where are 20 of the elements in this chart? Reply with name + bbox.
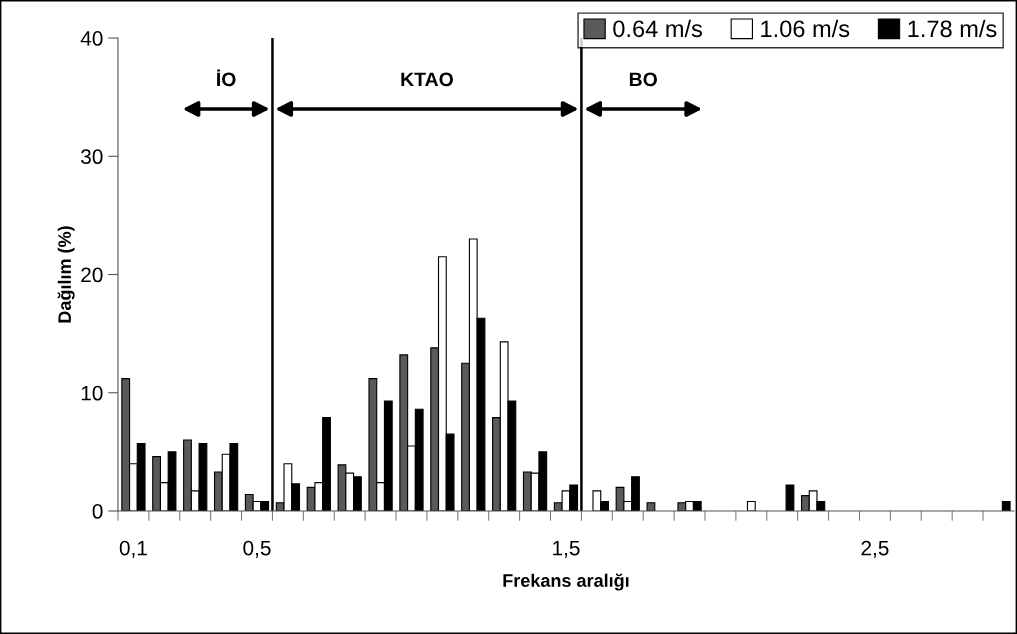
x-axis-title: Frekans aralığı: [503, 573, 629, 591]
annotation: KTAO: [401, 72, 453, 87]
y-tick-label: 30: [81, 149, 103, 165]
annotation: BO: [629, 72, 657, 87]
x-tick-label: 0,5: [243, 540, 271, 558]
annotation: İO: [217, 69, 236, 87]
bar: [746, 500, 756, 511]
y-tick-label: 0: [92, 504, 103, 519]
y-tick-label: 10: [81, 385, 103, 401]
y-axis-title: Dağılım (%): [57, 226, 75, 323]
bar: [785, 484, 795, 511]
y-tick-label: 20: [81, 267, 103, 283]
x-tick-label: 1,5: [553, 540, 580, 558]
y-tick-label: 40: [80, 31, 103, 46]
bar: [1001, 500, 1011, 511]
legend-label: 1.06 m/s: [761, 19, 850, 38]
legend-label: 0.64 m/s: [613, 19, 702, 38]
legend-label: 1.78 m/s: [908, 19, 997, 38]
x-tick-label: 2,5: [861, 540, 889, 558]
x-tick-label: 0,1: [119, 540, 147, 558]
